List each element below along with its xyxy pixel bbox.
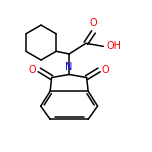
Text: O: O xyxy=(29,65,36,75)
Text: OH: OH xyxy=(106,41,121,51)
Text: O: O xyxy=(90,18,97,28)
Text: N: N xyxy=(66,62,73,72)
Text: O: O xyxy=(102,65,109,75)
